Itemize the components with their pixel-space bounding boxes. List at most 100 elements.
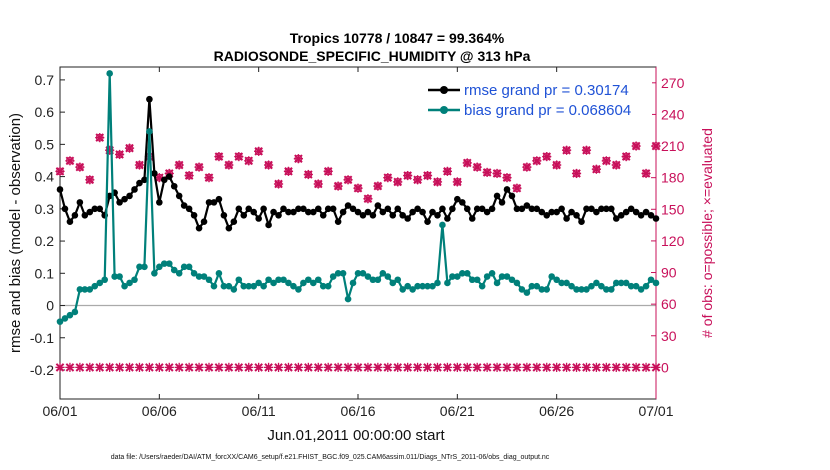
bias-point [573,286,580,293]
bias-point [622,279,630,287]
rmse-point [334,218,342,226]
bias-point [548,273,555,280]
legend-marker-bias [440,106,448,114]
bias-point [503,273,511,280]
y-tick-label: 0.3 [35,201,55,217]
rmse-point [513,205,521,213]
bias-point [612,279,620,287]
rmse-point [220,211,228,219]
rmse-point [538,208,546,216]
bias-point [76,286,84,293]
rmse-point [290,208,297,216]
rmse-point [503,186,511,193]
rmse-point [225,224,233,232]
bias-point [439,221,446,229]
legend-marker-rmse [440,86,448,94]
rmse-point [270,208,277,216]
bias-point [483,273,491,280]
rmse-point [439,205,446,213]
bias-point [220,282,228,290]
bias-point [608,286,615,293]
bias-point [498,273,506,280]
bias-point [146,128,153,135]
bias-point [404,282,411,290]
y-right-tick-label: 30 [661,328,677,344]
bias-point [116,273,123,280]
bias-point [180,263,188,271]
rmse-point [141,176,148,184]
rmse-point [637,211,645,219]
bias-point [593,279,600,287]
bias-point [558,279,565,287]
bias-point [215,269,223,277]
bias-point [493,279,501,287]
rmse-point [498,199,506,206]
bias-point [295,286,302,293]
rmse-point [300,205,307,213]
rmse-point [593,208,600,216]
bias-point [553,276,560,284]
bias-point [543,286,551,293]
rmse-point [459,199,466,206]
bias-point [463,269,471,277]
rmse-point [215,195,223,203]
bias-point [66,311,74,319]
y-tick-label: 0.5 [35,136,55,152]
rmse-point [523,202,531,209]
rmse-point [558,205,565,213]
rmse-point [319,211,327,219]
rmse-point [647,211,655,219]
data-file-footnote: data file: /Users/raeder/DAI/ATM_forcXX/… [111,454,550,461]
chart-subtitle: RADIOSONDE_SPECIFIC_HUMIDITY @ 313 hPa [214,48,531,64]
bias-point [369,276,377,284]
bias-point [374,276,382,284]
bias-point [344,295,352,303]
rmse-point [339,208,347,216]
bias-point [235,276,243,284]
plot-area [59,66,657,400]
bias-point [111,273,118,280]
bias-point [409,286,416,293]
bias-point [583,286,590,293]
bias-point [91,282,99,290]
x-axis: 06/01 06/06 06/11 06/16 06/21 06/26 07/01 [42,67,674,419]
legend-label-rmse: rmse grand pr = 0.30174 [464,82,629,99]
y-tick-label: -0.2 [30,362,54,378]
y-right-tick-label: 90 [661,265,677,281]
rmse-point [329,205,337,213]
rmse-point [548,208,555,216]
x-tick-label: 06/16 [340,403,375,419]
rmse-point [126,192,133,200]
rmse-point [568,208,575,216]
rmse-point [250,208,257,216]
bias-point [652,279,660,287]
rmse-point [349,205,357,213]
rmse-point [463,205,471,213]
bias-point [444,279,451,287]
rmse-point [627,205,635,213]
bias-point [598,282,605,290]
bias-point [240,282,248,290]
bias-point [131,276,138,284]
bias-point [339,269,347,277]
bias-point [86,286,94,293]
y-tick-label: -0.1 [30,330,54,346]
rmse-point [578,218,585,226]
rmse-point [384,205,392,213]
rmse-point [488,205,496,213]
y-axis-left: 0.7 0.6 0.5 0.4 0.3 0.2 0.1 0 -0.1 -0.2 [30,72,65,378]
rmse-point [508,192,516,200]
rmse-point [528,205,536,213]
x-tick-label: 06/21 [440,403,475,419]
bias-point [290,282,297,290]
bias-point [61,315,69,322]
rmse-point [310,208,317,216]
bias-point [523,289,531,296]
rmse-point [399,211,407,219]
rmse-point [642,208,650,216]
bias-point [508,276,516,284]
rmse-point [419,208,426,216]
rmse-point [275,211,282,219]
bias-point [121,282,128,290]
